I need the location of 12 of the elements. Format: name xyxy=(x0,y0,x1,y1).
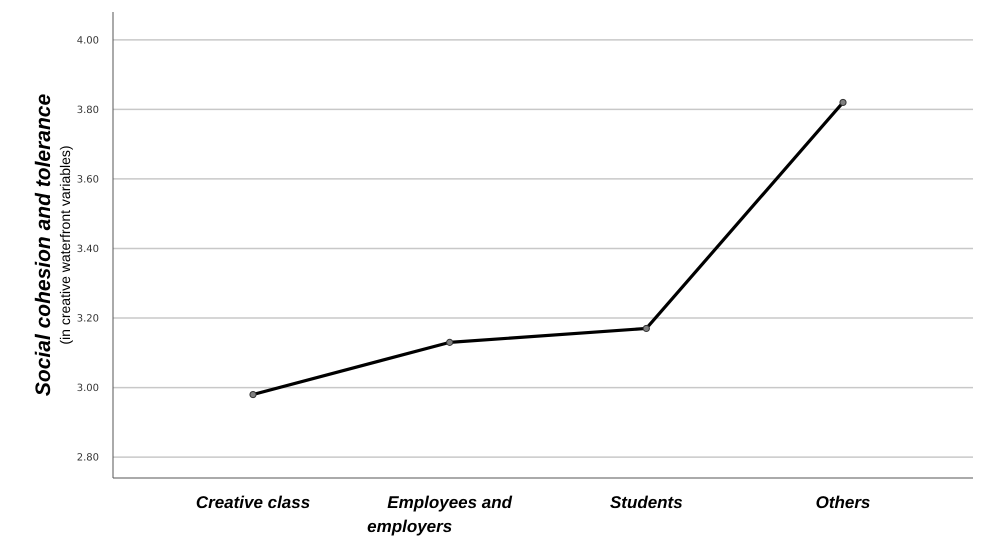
y-tick-label: 3.60 xyxy=(76,174,99,186)
y-axis-title: Social cohesion and tolerance (in creative waterfront variables) xyxy=(32,94,73,396)
y-tick-label: 3.20 xyxy=(76,314,99,325)
x-tick-label: Others xyxy=(816,493,870,512)
x-tick-label: Students xyxy=(610,493,683,512)
y-tick-label: 3.80 xyxy=(76,104,99,116)
y-tick-label: 2.80 xyxy=(76,452,99,464)
y-tick-label: 3.00 xyxy=(76,383,99,394)
y-tick-label: 3.40 xyxy=(76,244,99,255)
x-tick-label: Employees and employers xyxy=(367,493,513,536)
y-tick-label: 4.00 xyxy=(76,35,99,46)
x-tick-label: Creative class xyxy=(196,493,310,512)
